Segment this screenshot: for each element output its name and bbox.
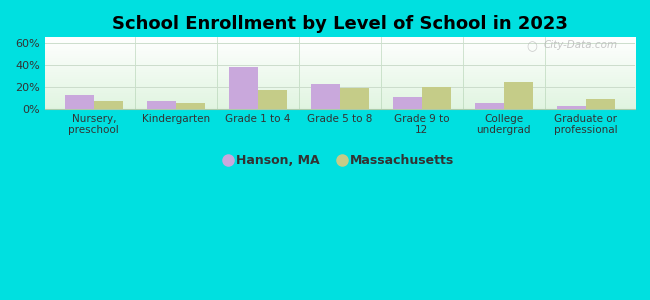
Bar (65, 94, 94, 109)
Bar (94, 101, 122, 109)
Bar (176, 103, 205, 109)
Legend: Hanson, MA, Massachusetts: Hanson, MA, Massachusetts (220, 149, 460, 172)
Bar (340, 88, 369, 109)
Bar (258, 90, 287, 109)
Title: School Enrollment by Level of School in 2023: School Enrollment by Level of School in … (112, 15, 567, 33)
Text: City-Data.com: City-Data.com (543, 40, 618, 50)
Bar (229, 67, 258, 109)
Text: ○: ○ (526, 40, 538, 53)
Bar (311, 84, 340, 109)
Bar (393, 97, 422, 109)
Bar (586, 99, 614, 109)
Bar (422, 87, 450, 109)
Bar (147, 101, 176, 109)
Bar (557, 106, 586, 109)
Bar (504, 82, 532, 109)
Bar (475, 103, 504, 109)
